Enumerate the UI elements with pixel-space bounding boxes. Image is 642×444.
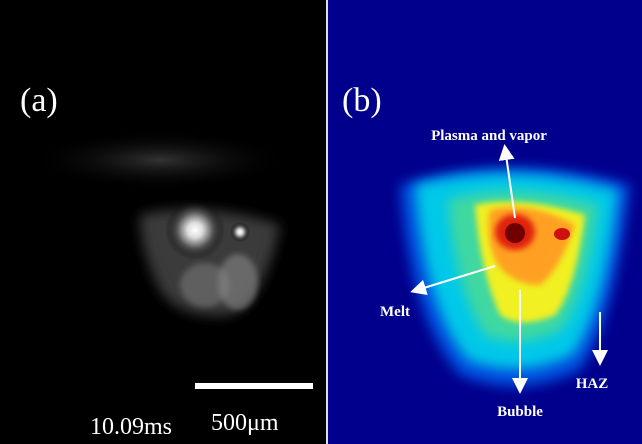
panel-a: (a) 10.09ms 500μm <box>0 0 326 444</box>
annotation: Bubble <box>497 404 543 420</box>
scale-bar <box>195 383 313 389</box>
panel-b: (b) Plasma and vapor Melt Bubble HAZ <box>328 0 642 444</box>
panel-label: (b) <box>342 82 382 119</box>
panel-label: (a) <box>20 82 58 119</box>
timestamp: 10.09ms <box>90 414 172 440</box>
annotation: Plasma and vapor <box>431 128 547 144</box>
scale-bar-label: 500μm <box>211 410 279 436</box>
annotation: HAZ <box>576 376 609 392</box>
divider <box>326 0 328 444</box>
annotation: Melt <box>380 304 410 320</box>
figure: (a) 10.09ms 500μm (b) Plasma and vapor M… <box>0 0 642 444</box>
